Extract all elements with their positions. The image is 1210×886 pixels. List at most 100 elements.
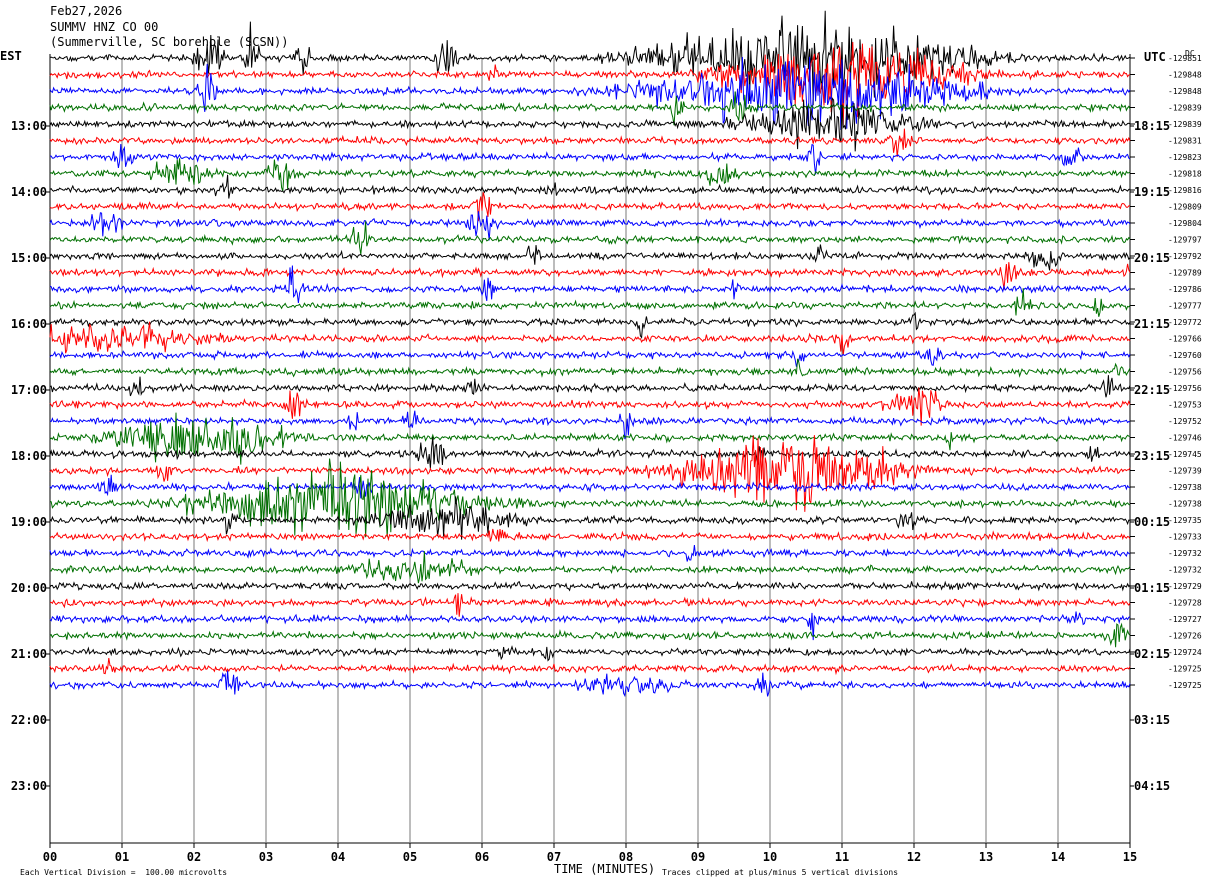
dc-offset-label: -129823 [1168,153,1202,162]
right-hour-label: 21:15 [1134,317,1170,331]
right-hour-label: 01:15 [1134,581,1170,595]
dc-offset-label: -129738 [1168,500,1202,509]
left-timezone: EST [0,49,22,63]
dc-offset-label: -129772 [1168,318,1202,327]
x-tick-label: 09 [691,850,705,864]
dc-offset-label: -129797 [1168,236,1202,245]
x-tick-label: 13 [979,850,993,864]
x-tick-label: 06 [475,850,489,864]
dc-offset-label: -129777 [1168,302,1202,311]
trace-line [49,174,1131,199]
dc-offset-label: -129839 [1168,120,1202,129]
x-axis-title: TIME (MINUTES) [554,862,656,876]
x-tick-label: 11 [835,850,849,864]
dc-offset-label: -129766 [1168,335,1202,344]
trace-line [49,97,1131,152]
trace-line [49,265,1131,304]
dc-offset-label: -129739 [1168,467,1202,476]
x-tick-label: 01 [115,850,129,864]
left-hour-label: 20:00 [11,581,47,595]
trace-line [49,412,1131,465]
dc-offset-label: -129738 [1168,483,1202,492]
right-hour-label: 04:15 [1134,779,1170,793]
trace-line [49,143,1131,175]
left-hour-label: 13:00 [11,119,47,133]
trace-line [49,496,1131,540]
trace-line [49,387,1131,426]
x-tick-label: 02 [187,850,201,864]
dc-offset-label: -129728 [1168,599,1202,608]
trace-line [49,10,1131,106]
trace-line [49,288,1131,317]
dc-offset-label: -129733 [1168,533,1202,542]
trace-line [49,622,1131,648]
trace-line [49,244,1131,271]
left-hour-label: 14:00 [11,185,47,199]
trace-line [49,410,1131,440]
trace-line [49,91,1131,126]
x-tick-label: 00 [43,850,57,864]
left-hour-label: 15:00 [11,251,47,265]
trace-line [49,435,1131,512]
dc-offset-label: -129725 [1168,665,1202,674]
dc-offset-label: -129789 [1168,269,1202,278]
clip-note: Traces clipped at plus/minus 5 vertical … [662,868,899,877]
trace-line [49,545,1131,562]
x-tick-label: 10 [763,850,777,864]
x-tick-label: 07 [547,850,561,864]
left-hour-label: 17:00 [11,383,47,397]
right-hour-label: 03:15 [1134,713,1170,727]
scale-note: Each Vertical Division = 100.00 microvol… [20,868,228,877]
dc-offset-label: -129756 [1168,384,1202,393]
trace-line [49,158,1131,192]
right-hour-label: 00:15 [1134,515,1170,529]
right-hour-label: 23:15 [1134,449,1170,463]
left-hour-label: 22:00 [11,713,47,727]
dc-offset-label: -129752 [1168,417,1202,426]
trace-line [49,375,1131,398]
left-hour-label: 19:00 [11,515,47,529]
dc-offset-label: -129848 [1168,71,1202,80]
trace-line [49,611,1131,641]
dc-offset-label: -129851 [1168,54,1202,63]
dc-offset-label: -129724 [1168,648,1202,657]
trace-line [49,528,1131,543]
left-hour-label: 18:00 [11,449,47,463]
dc-offset-label: -129735 [1168,516,1202,525]
trace-line [49,436,1131,469]
dc-offset-label: -129848 [1168,87,1202,96]
dc-offset-label: -129746 [1168,434,1202,443]
dc-offset-label: -129725 [1168,681,1202,690]
dc-offset-label: -129753 [1168,401,1202,410]
dc-offset-label: -129729 [1168,582,1202,591]
dc-offset-label: -129792 [1168,252,1202,261]
trace-line [49,580,1131,592]
dc-offset-label: -129745 [1168,450,1202,459]
dc-offset-label: -129732 [1168,549,1202,558]
trace-line [49,321,1131,356]
trace-line [49,347,1131,367]
trace-line [49,551,1131,584]
trace-line [49,458,1131,538]
trace-line [49,593,1131,617]
trace-line [49,657,1131,676]
x-tick-label: 08 [619,850,633,864]
right-hour-label: 18:15 [1134,119,1170,133]
left-hour-label: 23:00 [11,779,47,793]
trace-line [49,211,1131,241]
trace-line [49,128,1131,157]
trace-line [49,311,1131,339]
x-tick-label: 15 [1123,850,1137,864]
dc-offset-label: -129726 [1168,632,1202,641]
right-hour-label: 02:15 [1134,647,1170,661]
dc-offset-label: -129839 [1168,104,1202,113]
right-hour-label: 20:15 [1134,251,1170,265]
dc-offset-label: -129809 [1168,203,1202,212]
trace-line [49,221,1131,255]
trace-line [49,192,1131,222]
left-hour-label: 16:00 [11,317,47,331]
x-tick-label: 05 [403,850,417,864]
dc-offset-label: -129816 [1168,186,1202,195]
trace-line [49,645,1131,662]
